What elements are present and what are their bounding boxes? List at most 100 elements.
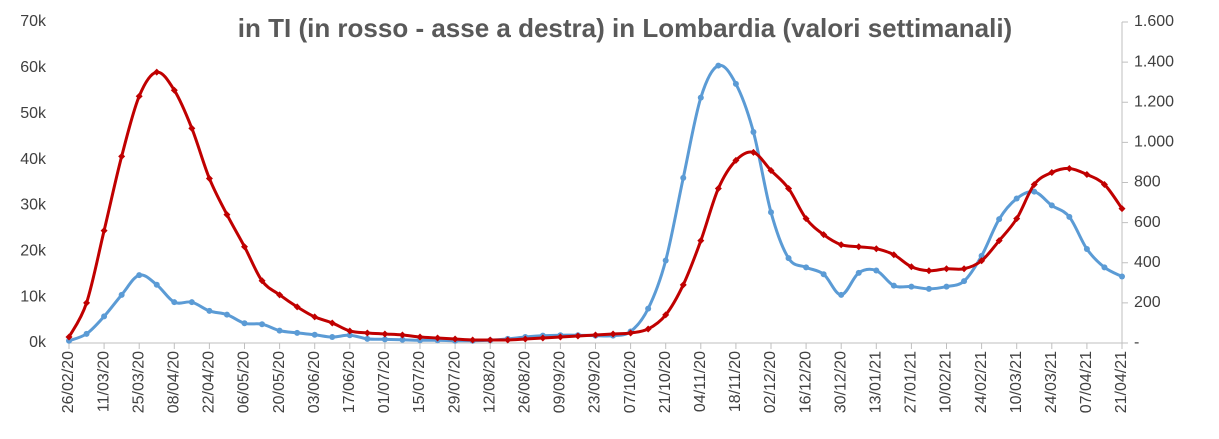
point bbox=[855, 269, 862, 276]
point bbox=[1031, 188, 1038, 195]
x-tick-label: 07/04/21 bbox=[1078, 351, 1095, 413]
point bbox=[574, 332, 582, 340]
point bbox=[556, 333, 564, 341]
point bbox=[872, 245, 880, 253]
point bbox=[486, 336, 494, 344]
point bbox=[170, 86, 178, 94]
point bbox=[1030, 181, 1038, 189]
y2-tick-label: 1.200 bbox=[1134, 93, 1174, 110]
x-tick-label: 27/01/21 bbox=[903, 351, 920, 413]
y-tick-label: 70k bbox=[20, 13, 47, 30]
point bbox=[908, 283, 915, 290]
x-tick-label: 12/08/20 bbox=[481, 351, 498, 413]
point bbox=[118, 291, 125, 298]
point bbox=[645, 305, 652, 312]
point bbox=[1066, 213, 1073, 220]
x-tick-label: 30/12/20 bbox=[832, 351, 849, 413]
point bbox=[890, 251, 898, 259]
point bbox=[1100, 181, 1108, 189]
point bbox=[785, 185, 793, 193]
point bbox=[890, 282, 897, 289]
point bbox=[855, 243, 863, 251]
x-tick-label: 25/03/20 bbox=[130, 351, 147, 413]
x-tick-label: 21/10/20 bbox=[657, 351, 674, 413]
x-tick-label: 23/09/20 bbox=[587, 351, 604, 413]
point bbox=[65, 333, 73, 341]
point bbox=[153, 68, 161, 76]
y-tick-label: 40k bbox=[20, 151, 47, 168]
x-tick-label: 02/12/20 bbox=[762, 351, 779, 413]
point bbox=[803, 264, 810, 271]
point bbox=[679, 281, 687, 289]
point bbox=[539, 334, 547, 342]
point bbox=[1118, 205, 1126, 213]
point bbox=[750, 129, 757, 136]
point bbox=[241, 320, 248, 327]
x-tick-label: 21/04/21 bbox=[1113, 351, 1130, 413]
x-tick-label: 10/03/21 bbox=[1008, 351, 1025, 413]
point bbox=[311, 313, 319, 321]
x-tick-label: 09/09/20 bbox=[552, 351, 569, 413]
x-tick-label: 26/02/20 bbox=[60, 351, 77, 413]
point bbox=[1083, 245, 1090, 252]
x-tick-label: 01/07/20 bbox=[376, 351, 393, 413]
point bbox=[697, 237, 705, 245]
point bbox=[749, 148, 757, 156]
point bbox=[996, 216, 1003, 223]
point bbox=[135, 92, 143, 100]
point bbox=[768, 209, 774, 216]
point bbox=[820, 271, 827, 278]
y2-tick-label: 1.600 bbox=[1134, 13, 1174, 30]
point bbox=[943, 283, 950, 290]
point bbox=[223, 311, 230, 318]
point bbox=[680, 174, 687, 181]
point bbox=[118, 152, 126, 160]
point bbox=[715, 62, 722, 69]
point bbox=[381, 330, 389, 338]
point bbox=[381, 336, 388, 343]
point bbox=[276, 327, 283, 334]
point bbox=[802, 215, 810, 223]
point bbox=[434, 334, 442, 342]
x-tick-label: 20/05/20 bbox=[271, 351, 288, 413]
y2-tick-label: 800 bbox=[1134, 174, 1161, 191]
x-tick-label: 26/08/20 bbox=[517, 351, 534, 413]
x-tick-label: 24/03/21 bbox=[1043, 351, 1060, 413]
point bbox=[258, 277, 266, 285]
point bbox=[188, 299, 195, 306]
point bbox=[644, 325, 652, 333]
point bbox=[83, 299, 91, 307]
point bbox=[662, 311, 670, 319]
point bbox=[223, 211, 231, 219]
point bbox=[329, 334, 336, 341]
point bbox=[1083, 170, 1091, 178]
x-tick-label: 06/05/20 bbox=[236, 351, 253, 413]
point bbox=[1013, 195, 1020, 202]
point bbox=[714, 185, 722, 193]
x-tick-label: 22/04/20 bbox=[201, 351, 218, 413]
series-line bbox=[68, 63, 1123, 343]
point bbox=[364, 335, 371, 342]
x-tick-label: 24/02/21 bbox=[973, 351, 990, 413]
point bbox=[241, 243, 248, 251]
point bbox=[469, 336, 477, 344]
y2-tick-label: 600 bbox=[1134, 214, 1161, 231]
point bbox=[1048, 168, 1056, 176]
point bbox=[398, 331, 406, 339]
point bbox=[820, 231, 828, 239]
point bbox=[960, 265, 968, 273]
point bbox=[873, 267, 880, 274]
point bbox=[837, 241, 845, 249]
x-tick-label: 04/11/20 bbox=[692, 351, 709, 412]
point bbox=[767, 166, 775, 174]
point bbox=[943, 265, 950, 273]
x-tick-label: 29/07/20 bbox=[446, 351, 463, 413]
point bbox=[363, 329, 371, 337]
point bbox=[627, 329, 635, 337]
y-tick-label: 50k bbox=[20, 105, 47, 122]
point bbox=[609, 330, 617, 338]
point bbox=[662, 257, 669, 264]
x-tick-label: 15/07/20 bbox=[411, 351, 428, 413]
point bbox=[838, 291, 845, 298]
